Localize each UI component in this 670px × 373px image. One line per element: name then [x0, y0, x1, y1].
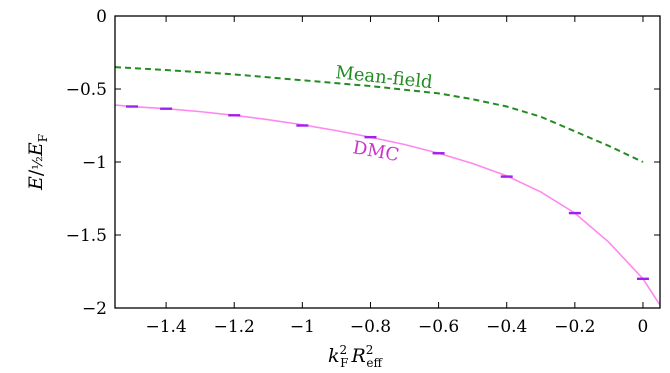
plot-frame	[114, 15, 661, 309]
x-axis-label: k2 F R2 eff	[328, 343, 384, 370]
mean-field-line	[114, 66, 644, 163]
x-tick-label: −0.6	[418, 317, 459, 337]
x-tick-label: −0.8	[350, 317, 391, 337]
x-tick-label: −0.4	[486, 317, 527, 337]
y-tick-label: −1.5	[66, 226, 107, 246]
y-tick-label: −0.5	[66, 80, 107, 100]
dmc-fit-curve	[114, 104, 661, 306]
x-tick-label: −0.2	[554, 317, 595, 337]
y-axis-label: E/½EF	[25, 134, 50, 191]
y-tick-label: 0	[96, 7, 107, 27]
series-label-mean-field: Mean-field	[334, 62, 433, 93]
axis-ticks: −1.4 −1.2 −1 −0.8 −0.6 −0.4 −0.2 0 0 −0.5 −1 −1.5 −2	[66, 7, 660, 337]
x-tick-label: −1.2	[214, 317, 255, 337]
x-tick-label: 0	[638, 317, 649, 337]
plot-area	[114, 66, 661, 306]
x-tick-label: −1	[290, 317, 315, 337]
y-tick-label: −1	[82, 153, 107, 173]
x-tick-label: −1.4	[145, 317, 186, 337]
y-tick-label: −2	[82, 299, 107, 319]
